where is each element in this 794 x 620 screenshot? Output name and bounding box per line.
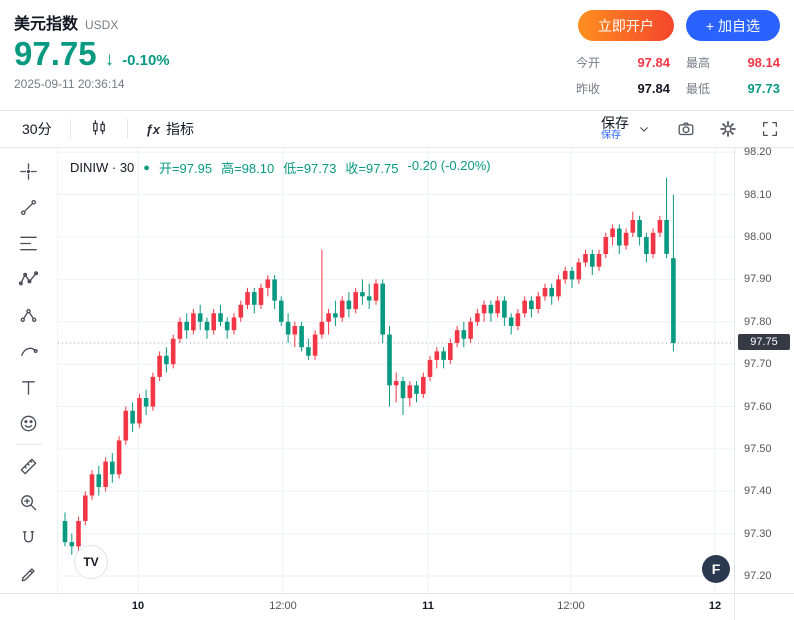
current-price-badge: 97.75: [738, 333, 790, 350]
add-watchlist-button[interactable]: + 加自选: [685, 10, 780, 41]
tool-fib-retracement-icon[interactable]: [12, 225, 46, 261]
tool-projection-icon[interactable]: [12, 297, 46, 333]
stat-value: 97.73: [747, 81, 780, 96]
broker-logo[interactable]: F: [702, 555, 730, 583]
chart-canvas[interactable]: DINIW · 30 ● 开=97.95 高=98.10 低=97.73 收=9…: [58, 148, 734, 593]
candlestick-style-icon: [89, 118, 109, 141]
drawing-toolbar: [0, 148, 58, 593]
title-row: 美元指数 USDX: [14, 10, 170, 34]
fullscreen-button[interactable]: [758, 117, 782, 141]
price-axis-label: 98.10: [744, 188, 772, 201]
settings-gear-button[interactable]: [716, 117, 740, 141]
stat-value: 97.84: [637, 81, 670, 96]
tool-trend-line-icon[interactable]: [12, 189, 46, 225]
symbol-code: USDX: [85, 18, 119, 32]
tradingview-logo[interactable]: TV: [74, 545, 108, 579]
legend-high-label: 高=: [221, 161, 242, 176]
tool-edit-icon[interactable]: [12, 556, 46, 592]
tool-magnet-icon[interactable]: [12, 520, 46, 556]
legend-change-value: -0.20 (-0.20%): [407, 158, 491, 173]
time-axis-label: 12:00: [557, 600, 585, 612]
legend-ohlc: 开=97.95 高=98.10 低=97.73 收=97.75 -0.20 (-…: [159, 158, 491, 177]
page-title: 美元指数: [14, 16, 79, 33]
legend-close-label: 收=: [345, 161, 366, 176]
stat-label: 最低: [685, 82, 710, 96]
save-sub-label: 保存: [601, 130, 621, 142]
price-axis-label: 97.30: [744, 527, 772, 540]
price-axis-label: 97.80: [744, 315, 772, 328]
legend-open-value: 97.95: [179, 161, 213, 176]
fx-icon: ƒx: [145, 121, 161, 137]
open-account-button[interactable]: 立即开户: [577, 10, 674, 41]
quote-timestamp: 2025-09-11 20:36:14: [14, 76, 125, 91]
tool-emoji-icon[interactable]: [12, 405, 46, 441]
price-axis-label: 97.90: [744, 273, 772, 286]
time-axis-label: 12:00: [269, 600, 297, 612]
tool-brush-icon[interactable]: [12, 333, 46, 369]
quote-stats: 今开 97.84 最高 98.14 昨收 97.84 最低 97.73: [576, 54, 780, 97]
save-label: 保存: [601, 115, 629, 132]
axis-corner: [734, 594, 794, 620]
time-axis-label: 12: [708, 600, 722, 612]
tool-xabcd-pattern-icon[interactable]: [12, 261, 46, 297]
symbol-header: 美元指数 USDX 97.75 ↓ -0.10% 2025-09-11 20:3…: [0, 0, 794, 110]
toolbar-divider: [126, 119, 128, 139]
price-axis-label: 98.00: [744, 231, 772, 243]
stat-value: 98.14: [747, 55, 780, 70]
time-axis-spacer: [0, 594, 58, 620]
interval-button[interactable]: 30分: [12, 115, 62, 143]
legend-open-label: 开=: [158, 161, 180, 176]
legend-high-value: 98.10: [241, 161, 275, 176]
legend-low-value: 97.73: [303, 161, 337, 176]
chart-legend: DINIW · 30 ● 开=97.95 高=98.10 低=97.73 收=9…: [70, 158, 491, 177]
tools-divider: [15, 444, 42, 445]
chart-style-button[interactable]: [79, 114, 119, 145]
price-axis-label: 97.40: [744, 485, 772, 498]
last-price: 97.75: [14, 35, 97, 72]
price-axis[interactable]: 97.75 98.20 98.10 98.00 97.90 97.80 97.70 97.6…: [734, 146, 794, 593]
legend-close-value: 97.75: [365, 161, 399, 176]
interval-label: 30分: [22, 121, 52, 137]
chevron-down-icon[interactable]: [632, 117, 656, 141]
time-axis-label: 11: [422, 600, 434, 612]
time-axis-label: 10: [131, 600, 145, 612]
indicators-label: 指标: [166, 121, 195, 137]
price-axis-label: 97.60: [744, 400, 772, 413]
toolbar-divider: [69, 119, 71, 139]
series-marker-icon[interactable]: ●: [143, 161, 150, 174]
price-axis-label: 97.70: [744, 358, 772, 371]
indicators-button[interactable]: ƒx 指标: [136, 115, 204, 143]
tool-ruler-icon[interactable]: [12, 448, 46, 484]
tool-text-icon[interactable]: [12, 369, 46, 405]
change-percent: -0.10%: [122, 52, 170, 69]
time-axis[interactable]: 10 12:00 11 12:00 12: [58, 594, 734, 620]
legend-low-label: 低=: [283, 161, 304, 176]
tool-crosshair-icon[interactable]: [12, 153, 46, 189]
legend-symbol: DINIW · 30: [70, 160, 135, 175]
tool-zoom-in-icon[interactable]: [12, 484, 46, 520]
snapshot-camera-button[interactable]: [674, 117, 698, 141]
candlestick-chart[interactable]: [58, 148, 734, 593]
save-layout-button[interactable]: 保存 保存: [601, 116, 656, 141]
chart-toolbar: 30分 ƒx 指标 保存 保存: [0, 110, 794, 148]
stat-label: 最高: [685, 56, 710, 70]
price-axis-label: 97.50: [744, 442, 772, 455]
stat-label: 昨收: [575, 82, 600, 96]
stat-value: 97.84: [637, 55, 670, 70]
stat-label: 今开: [575, 56, 600, 70]
price-axis-label: 98.20: [744, 146, 772, 159]
price-axis-label: 97.20: [744, 570, 772, 583]
price-down-arrow-icon: ↓: [104, 49, 115, 70]
